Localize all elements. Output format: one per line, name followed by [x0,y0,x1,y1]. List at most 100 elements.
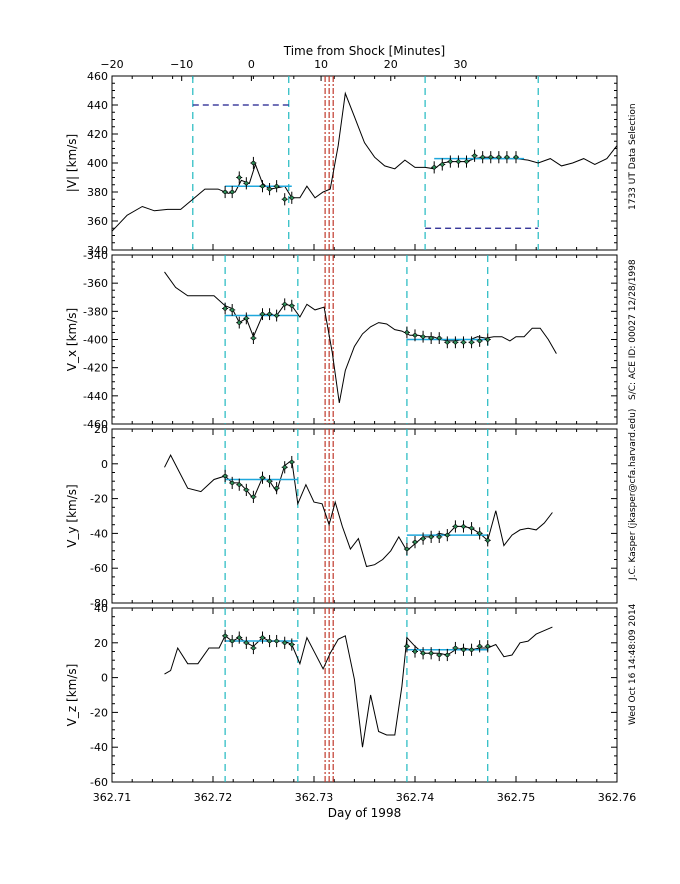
side-annotation-text: Wed Oct 16 14:48:09 2014 [628,603,638,725]
downstream-point [420,651,426,656]
downstream-point [429,651,434,656]
downstream-point [404,546,410,552]
upstream-point [260,312,265,317]
x-tick-label: 362.75 [497,791,536,804]
upstream-point [223,633,228,638]
data-series-line [164,453,553,568]
y-tick-label: -40 [90,741,108,754]
downstream-point [464,159,469,164]
upstream-point [244,316,249,321]
downstream-point [488,155,493,160]
upstream-point [274,638,279,644]
panel-vy: -80 -60 -40 -20 0 20 V_y [km/s] [65,423,618,610]
downstream-point [472,153,477,158]
downstream-point [453,645,458,651]
downstream-point [445,340,450,345]
downstream-point [412,649,418,654]
downstream-point [477,531,482,536]
upstream-point [260,635,265,640]
upstream-point [282,640,287,645]
downstream-point [445,652,450,658]
side-annotation-text: J.C. Kasper (jkasper@cfa.harvard.edu) [628,409,638,581]
y-tick-label: 0 [101,458,108,471]
bottom-axis: 362.71 362.72 362.73 362.74 362.75 362.76 Day … [93,791,637,820]
downstream-point [485,644,490,649]
panel-vmag: 340 360 380 400 420 440 460 |V| [km/s] [65,70,618,257]
x-tick-label: 362.74 [396,791,435,804]
downstream-point [420,536,426,541]
downstream-point [456,159,461,164]
upstream-point [260,184,265,189]
downstream-point [448,159,453,164]
upstream-point [230,307,235,313]
upstream-point [251,494,256,499]
y-axis-label: V_x [km/s] [65,308,79,371]
data-series-line [111,91,618,232]
upstream-point [282,197,287,202]
side-annotation-text: 1733 UT Data Selection [628,103,638,210]
upstream-point [230,189,235,195]
downstream-point [429,335,434,341]
upstream-point [282,465,287,470]
upstream-point [237,482,242,487]
downstream-point [404,644,410,649]
top-tick-label: 20 [384,58,398,71]
upstream-point [237,320,242,325]
top-tick-label: 30 [453,58,467,71]
y-tick-label: -360 [83,277,108,290]
downstream-point [477,338,482,344]
upstream-point [230,480,235,486]
upstream-point [260,475,265,480]
upstream-point [244,640,249,645]
downstream-point [404,330,410,335]
panel-frame [111,75,618,251]
x-tick-label: 362.73 [295,791,334,804]
y-tick-label: 380 [87,186,108,199]
upstream-point [289,642,294,647]
y-axis-label: V_z [km/s] [65,664,79,727]
upstream-point [289,303,294,308]
downstream-point [496,155,501,160]
y-tick-label: -80 [90,597,108,610]
upstream-point [267,312,272,317]
y-tick-label: 20 [94,423,108,436]
panel-vx: -460 -440 -420 -400 -380 -360 -340 V_x [km/s] [65,249,618,431]
y-tick-label: 340 [87,244,108,257]
y-tick-label: 460 [87,70,108,83]
y-tick-label: -40 [90,527,108,540]
side-annotations: 1733 UT Data Selection S/C: ACE ID: 00027… [628,103,638,725]
downstream-point [440,162,445,167]
upstream-point [244,487,249,493]
downstream-point [437,335,442,341]
upstream-point [251,160,256,166]
downstream-point [420,334,426,339]
upstream-point [267,187,272,192]
y-tick-label: -380 [83,305,108,318]
y-tick-label: -60 [90,776,108,789]
y-axis-label: V_y [km/s] [65,484,79,547]
downstream-point [412,539,418,545]
y-tick-label: 400 [87,157,108,170]
y-tick-label: -400 [83,334,108,347]
x-axis-title: Day of 1998 [328,806,401,820]
y-tick-label: -440 [83,390,108,403]
downstream-point [469,647,474,652]
downstream-point [437,534,442,539]
upstream-point [244,181,249,186]
y-tick-label: -460 [83,418,108,431]
top-axis: Time from Shock [Minutes] −20 −10 0 10 20 30 [100,44,467,81]
upstream-point [289,459,294,465]
y-tick-label: -340 [83,249,108,262]
y-tick-label: 0 [101,672,108,685]
downstream-point [480,155,485,160]
upstream-point [274,313,279,318]
y-tick-label: 420 [87,128,108,141]
downstream-point [453,340,458,345]
downstream-point [461,647,466,652]
panel-frame [111,607,618,783]
upstream-point [223,189,228,195]
upstream-point [223,473,228,479]
top-tick-label: 0 [248,58,255,71]
